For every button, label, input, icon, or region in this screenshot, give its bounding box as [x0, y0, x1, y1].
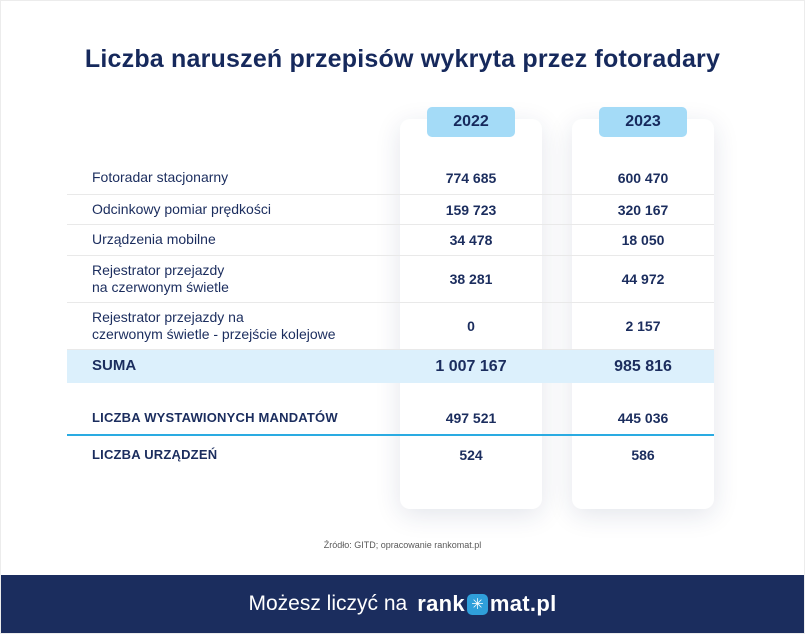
column-card-2023	[572, 119, 714, 509]
data-table: Fotoradar stacjonarny 774 685 600 470 Od…	[67, 161, 714, 474]
value-2023: 44 972	[621, 271, 665, 287]
value-2023: 586	[631, 447, 655, 463]
value-2022: 34 478	[449, 232, 493, 248]
table-row-fotoradar-stacjonarny: Fotoradar stacjonarny 774 685 600 470	[67, 161, 714, 195]
value-2022: 774 685	[445, 169, 497, 186]
row-label: LICZBA WYSTAWIONYCH MANDATÓW	[92, 409, 338, 425]
row-label: Rejestrator przejazdy na czerwonym świet…	[92, 308, 336, 342]
footer-tagline: Możesz liczyć na	[248, 592, 408, 615]
value-2023: 985 816	[614, 357, 672, 375]
value-2022: 0	[467, 318, 475, 334]
value-2023: 18 050	[621, 232, 665, 248]
table-row-rejestrator-przejscie-kolejowe: Rejestrator przejazdy na czerwonym świet…	[67, 303, 714, 350]
logo-text-rank: rank	[417, 591, 465, 616]
value-2023: 445 036	[617, 409, 669, 426]
row-label: Odcinkowy pomiar prędkości	[92, 200, 271, 217]
value-2022: 524	[459, 447, 483, 463]
table-row-rejestrator-swiatlo: Rejestrator przejazdy na czerwonym świet…	[67, 256, 714, 303]
footer-bar: Możesz liczyć na rank ✳ mat.pl	[1, 575, 804, 633]
column-card-2022	[400, 119, 542, 509]
row-label: Rejestrator przejazdy na czerwonym świet…	[92, 261, 229, 295]
logo-text-mat-pl: mat.pl	[489, 591, 557, 616]
value-2023: 2 157	[625, 318, 661, 334]
page-title: Liczba naruszeń przepisów wykryta przez …	[84, 45, 721, 73]
asterisk-icon: ✳	[466, 593, 488, 615]
value-2022: 38 281	[449, 271, 493, 287]
row-label: Urządzenia mobilne	[92, 231, 216, 248]
table-row-liczba-urzadzen: LICZBA URZĄDZEŃ 524 586	[67, 436, 714, 474]
value-2022: 159 723	[445, 201, 497, 218]
value-2023: 320 167	[617, 201, 669, 218]
row-label: SUMA	[92, 357, 137, 375]
table-row-liczba-mandatow: LICZBA WYSTAWIONYCH MANDATÓW 497 521 445…	[67, 401, 714, 436]
value-2022: 1 007 167	[435, 357, 507, 375]
table-row-odcinkowy-pomiar: Odcinkowy pomiar prędkości 159 723 320 1…	[67, 195, 714, 225]
row-label: Fotoradar stacjonarny	[92, 168, 229, 185]
table-row-suma: SUMA 1 007 167 985 816	[67, 350, 714, 383]
column-header-2023: 2023	[599, 107, 687, 137]
row-label: LICZBA URZĄDZEŃ	[92, 447, 218, 463]
column-header-2022: 2022	[427, 107, 515, 137]
value-2023: 600 470	[617, 169, 669, 186]
table-row-urzadzenia-mobilne: Urządzenia mobilne 34 478 18 050	[67, 225, 714, 256]
source-note: Źródło: GITD; opracowanie rankomat.pl	[323, 540, 482, 550]
row-spacer	[67, 383, 714, 401]
rankomat-logo: rank ✳ mat.pl	[417, 591, 556, 617]
value-2022: 497 521	[445, 409, 497, 426]
